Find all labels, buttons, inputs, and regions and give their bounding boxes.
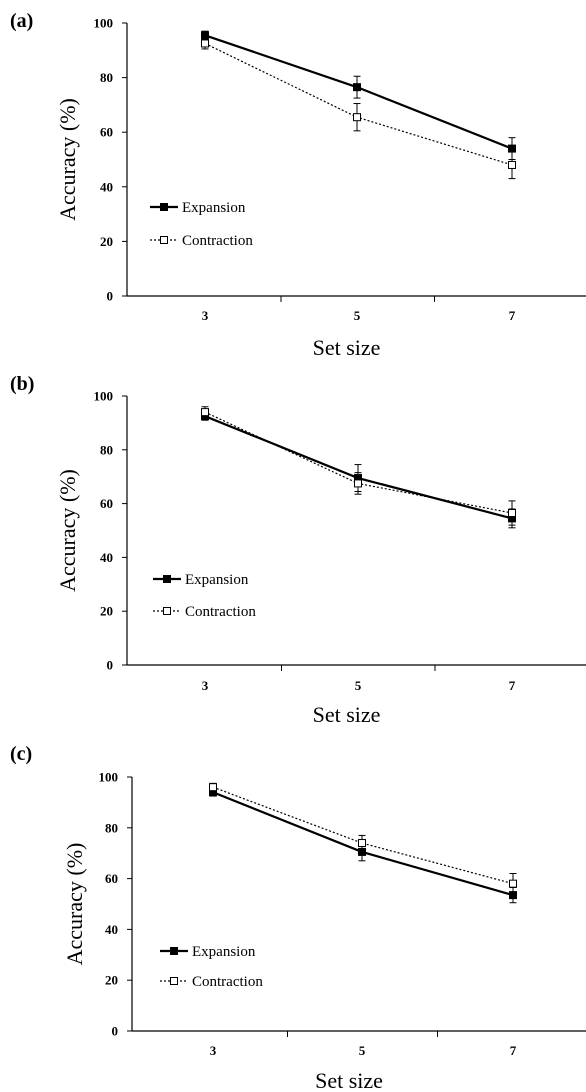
y-tick-label: 0 xyxy=(107,289,114,304)
x-tick-label: 5 xyxy=(359,1043,366,1058)
panel-label: (b) xyxy=(10,373,34,395)
y-tick-label: 0 xyxy=(112,1024,119,1039)
chart-panel-b: (b) 0 20 40 60 80 100 3 5 7 Set size Accuracy (%) Ex… xyxy=(10,373,586,727)
legend-label: Contraction xyxy=(192,974,263,990)
y-tick-label: 60 xyxy=(100,125,113,140)
y-tick-label: 100 xyxy=(99,770,119,785)
y-tick-label: 80 xyxy=(100,442,113,457)
series-contraction xyxy=(209,782,517,895)
legend-entry-expansion: Expansion xyxy=(150,200,246,216)
legend-entry-contraction: Contraction xyxy=(153,604,256,620)
legend-entry-expansion: Expansion xyxy=(153,572,249,588)
legend-entry-expansion: Expansion xyxy=(160,944,256,960)
x-tick-label: 7 xyxy=(509,308,516,323)
x-tick-label: 7 xyxy=(510,1043,517,1058)
y-tick-label: 80 xyxy=(105,820,118,835)
series-expansion xyxy=(201,411,516,529)
legend-entry-contraction: Contraction xyxy=(150,233,253,249)
y-tick-label: 20 xyxy=(105,973,118,988)
data-point xyxy=(353,83,361,92)
legend-label: Expansion xyxy=(192,944,256,960)
chart-panel-a: (a) 0 20 40 60 80 100 3 5 7 Set size Accuracy (%) Ex… xyxy=(10,10,586,360)
x-tick-label: 3 xyxy=(202,308,209,323)
y-tick-label: 60 xyxy=(105,871,118,886)
y-tick-label: 40 xyxy=(100,550,113,565)
y-axis-title: Accuracy (%) xyxy=(55,98,80,221)
y-tick-label: 80 xyxy=(100,70,113,85)
x-tick-label: 5 xyxy=(355,678,362,693)
series-expansion xyxy=(201,30,516,160)
data-point xyxy=(509,879,517,888)
series-line xyxy=(204,411,513,514)
data-point xyxy=(508,160,516,169)
legend-marker xyxy=(170,947,178,955)
x-tick-label: 7 xyxy=(509,678,516,693)
y-axis-title: Accuracy (%) xyxy=(55,469,80,592)
data-point xyxy=(201,39,209,48)
y-tick-label: 20 xyxy=(100,604,113,619)
x-tick-label: 3 xyxy=(210,1043,217,1058)
data-point xyxy=(508,509,516,518)
data-point xyxy=(358,839,366,848)
x-tick-label: 3 xyxy=(202,678,209,693)
panel-label: (c) xyxy=(10,743,32,765)
x-axis-title: Set size xyxy=(313,335,381,360)
data-point xyxy=(201,408,209,417)
series-line xyxy=(204,34,513,150)
y-tick-label: 0 xyxy=(107,658,114,673)
y-tick-label: 100 xyxy=(94,16,114,31)
legend-label: Contraction xyxy=(182,233,253,249)
legend-marker xyxy=(170,977,178,985)
data-point xyxy=(354,479,362,488)
legend-marker xyxy=(160,203,168,211)
y-tick-label: 60 xyxy=(100,496,113,511)
legend-marker xyxy=(163,607,171,615)
series-contraction xyxy=(201,37,516,180)
legend-entry-contraction: Contraction xyxy=(160,974,263,990)
x-tick-label: 5 xyxy=(354,308,361,323)
data-point xyxy=(209,783,217,792)
x-axis-title: Set size xyxy=(313,702,381,727)
series-line xyxy=(212,786,514,885)
series-line xyxy=(204,42,513,166)
y-axis-title: Accuracy (%) xyxy=(62,843,87,966)
series-contraction xyxy=(201,406,516,526)
panel-label: (a) xyxy=(10,10,33,32)
legend-label: Expansion xyxy=(185,572,249,588)
chart-panel-c: (c) 0 20 40 60 80 100 3 5 7 Set size Accuracy (%) Ex… xyxy=(10,743,586,1092)
legend-marker xyxy=(160,236,168,244)
y-tick-label: 20 xyxy=(100,234,113,249)
y-tick-label: 40 xyxy=(105,922,118,937)
legend-label: Contraction xyxy=(185,604,256,620)
y-tick-label: 40 xyxy=(100,179,113,194)
legend-marker xyxy=(163,575,171,583)
legend-label: Expansion xyxy=(182,200,246,216)
y-tick-label: 100 xyxy=(94,389,114,404)
x-axis-title: Set size xyxy=(315,1068,383,1092)
data-point xyxy=(353,113,361,122)
